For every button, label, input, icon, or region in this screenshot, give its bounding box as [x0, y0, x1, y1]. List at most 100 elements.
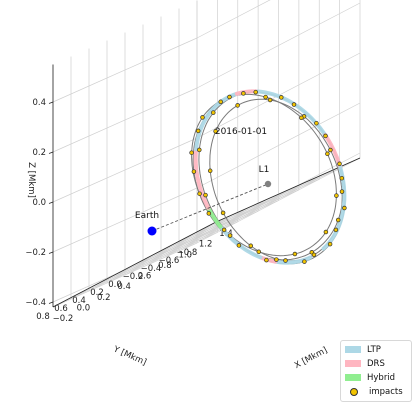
impact-marker — [335, 217, 341, 223]
grid-line — [52, 87, 198, 153]
strategy-segment — [218, 224, 263, 260]
y-tick-label: 0.4 — [72, 296, 86, 306]
impact-marker — [253, 89, 258, 95]
impact-marker — [314, 120, 319, 126]
x-tick-label: 0.0 — [77, 303, 91, 313]
orbit-lines — [189, 89, 347, 265]
grid-line — [196, 0, 271, 39]
z-tick-label: 0.2 — [32, 148, 46, 158]
impact-marker — [195, 128, 201, 134]
z-tick-mark — [48, 201, 54, 204]
impact-marker — [311, 252, 317, 258]
impact-marker — [325, 151, 330, 157]
y-tick-label: 0.6 — [54, 304, 68, 314]
impact-marker — [248, 243, 254, 249]
legend-marker-impacts — [350, 387, 358, 396]
legend-swatch-ltp — [345, 346, 361, 353]
x-tick-label: 0.6 — [138, 272, 152, 282]
impact-marker — [241, 91, 246, 96]
impact-marker — [189, 150, 194, 155]
impact-marker — [339, 175, 345, 181]
date-label: 2016-01-01 — [215, 127, 267, 137]
impact-marker — [267, 97, 273, 103]
x-tick-label: 1.0 — [178, 250, 192, 260]
grid-line — [196, 2, 361, 89]
impact-marker — [323, 229, 329, 235]
y-tick-label: −0.4 — [141, 264, 162, 274]
grid-line — [160, 173, 325, 260]
impact-marker — [220, 210, 226, 216]
l1-marker — [264, 180, 272, 188]
y-tick-label: 0.2 — [90, 288, 104, 298]
y-tick-label: −0.8 — [177, 248, 198, 258]
earth-label: Earth — [135, 211, 159, 221]
y-tick-label: −0.2 — [123, 272, 144, 282]
z-tick-mark — [48, 151, 54, 154]
x-tick-label: 1.2 — [199, 240, 213, 250]
impact-marker — [292, 251, 298, 257]
legend-label-hybrid: Hybrid — [367, 372, 396, 383]
x-axis-line — [215, 157, 361, 223]
impact-marker — [339, 189, 345, 194]
impact-marker — [274, 257, 279, 262]
legend-item-impacts: impacts — [345, 386, 403, 397]
l1-label: L1 — [259, 165, 270, 175]
orbit-line — [209, 98, 343, 262]
z-tick-mark — [48, 101, 54, 104]
x-tick-label: 0.4 — [117, 282, 131, 292]
impact-marker — [213, 129, 218, 134]
z-tick-mark — [48, 301, 54, 304]
impact-marker — [197, 147, 202, 153]
grid-line — [178, 165, 343, 252]
impact-marker — [283, 258, 288, 263]
markers — [147, 180, 272, 236]
strategy-segment — [194, 91, 239, 152]
impact-marker — [264, 257, 269, 263]
z-tick-mark — [48, 251, 54, 254]
impact-marker — [227, 233, 233, 238]
z-tick-label: 0.4 — [32, 98, 46, 108]
impact-marker — [206, 211, 212, 216]
grid-line — [52, 187, 198, 253]
impact-marker — [256, 249, 262, 255]
grid-line — [52, 237, 198, 303]
impact-marker — [323, 133, 328, 139]
x-axis-label: X [Mkm] — [293, 345, 329, 371]
impact-marker — [227, 94, 232, 100]
impact-marker — [197, 191, 202, 196]
impact-marker — [191, 169, 197, 174]
impact-marker — [328, 147, 333, 153]
earth-marker — [147, 226, 157, 236]
z-tick-label: 0.0 — [32, 198, 46, 208]
strategy-segment — [321, 165, 347, 251]
impact-marker — [291, 102, 297, 107]
z-tick-label: −0.2 — [25, 248, 46, 258]
labels: Earth L1 2016-01-01 — [135, 127, 269, 221]
grid-line — [196, 102, 361, 189]
impact-marker — [236, 243, 242, 248]
legend-item-drs: DRS — [345, 358, 385, 369]
y-tick-label: 0.0 — [108, 280, 122, 290]
earth-l1-connector — [151, 183, 269, 232]
legend: LTP DRS Hybrid impacts — [340, 340, 412, 402]
y-axis-label: Y [Mkm] — [111, 344, 148, 368]
legend-item-ltp: LTP — [345, 344, 381, 355]
impact-marker — [327, 241, 333, 247]
impact-marker — [337, 161, 342, 167]
impact-marker — [218, 99, 223, 105]
impact-marker — [299, 115, 304, 121]
x-tick-label: −0.2 — [53, 314, 74, 324]
legend-swatch-hybrid — [345, 374, 361, 381]
grid-line — [52, 137, 198, 203]
x-tick-label: 0.2 — [97, 293, 111, 303]
grid-line — [70, 213, 235, 300]
impact-marker — [211, 110, 216, 115]
legend-item-hybrid: Hybrid — [345, 372, 395, 383]
grid-line — [106, 197, 271, 284]
y-axis-line — [52, 221, 217, 308]
grid-line — [52, 37, 198, 103]
impact-marker — [235, 103, 240, 108]
impact-marker — [221, 227, 227, 233]
impact-marker — [200, 115, 205, 120]
